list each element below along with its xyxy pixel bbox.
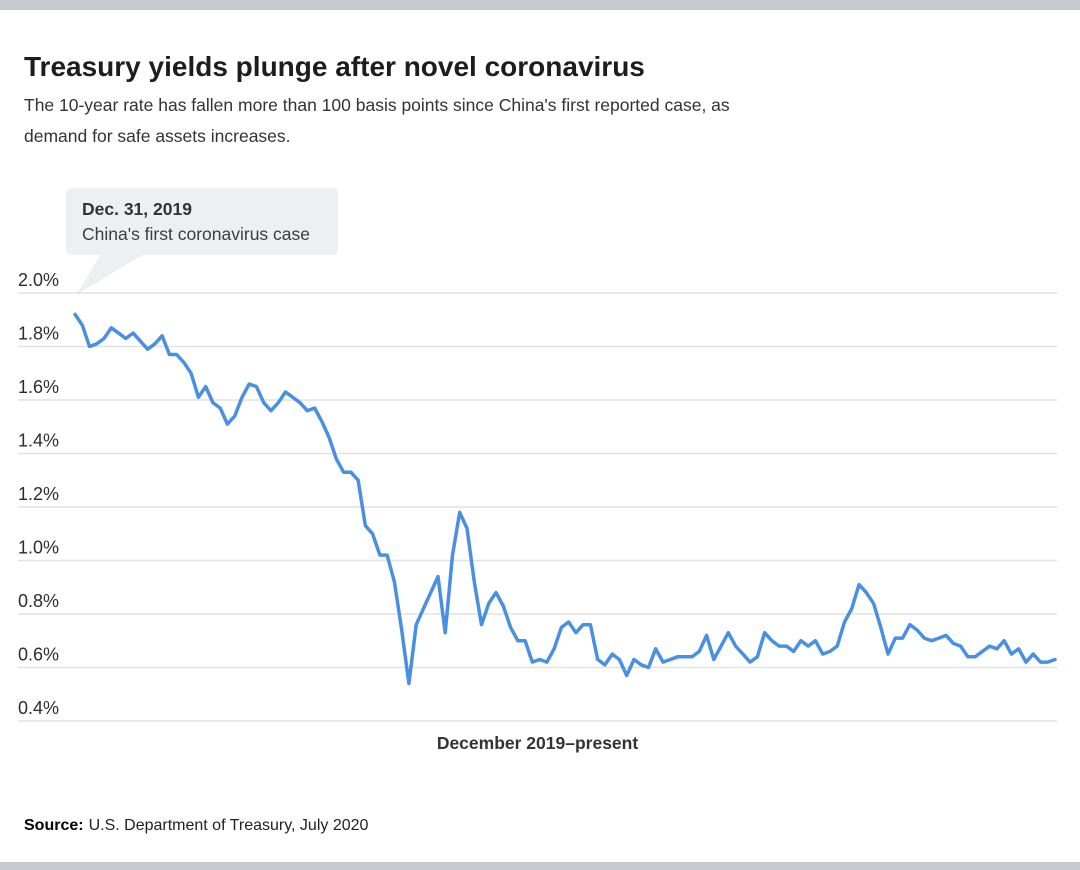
top-frame-bar bbox=[0, 0, 1080, 10]
annotation-text: China's first coronavirus case bbox=[82, 224, 311, 244]
y-tick-label: 1.2% bbox=[18, 484, 59, 504]
annotation-date: Dec. 31, 2019 bbox=[82, 199, 192, 219]
source-text: U.S. Department of Treasury, July 2020 bbox=[88, 817, 369, 834]
yield-line-series bbox=[73, 312, 1057, 686]
page-subtitle: The 10-year rate has fallen more than 10… bbox=[24, 95, 730, 146]
y-tick-label: 1.4% bbox=[18, 431, 59, 451]
y-tick-label: 2.0% bbox=[18, 270, 59, 290]
y-tick-label: 0.8% bbox=[18, 591, 59, 611]
y-tick-label: 0.6% bbox=[18, 645, 59, 665]
source-label: Source: bbox=[24, 817, 84, 834]
source-line: Source: U.S. Department of Treasury, July… bbox=[24, 817, 368, 835]
yield-line-chart: 2.0% 1.8% 1.6% 1.4% 1.2% 1.0% 0.8% 0.6% 0.4% bbox=[18, 270, 1057, 722]
y-tick-label: 0.4% bbox=[18, 698, 59, 718]
annotation-callout: Dec. 31, 2019 China's first coronavirus … bbox=[66, 188, 338, 255]
y-tick-label: 1.0% bbox=[18, 538, 59, 558]
page-title: Treasury yields plunge after novel coron… bbox=[24, 50, 645, 82]
y-tick-label: 1.6% bbox=[18, 377, 59, 397]
x-axis-label: December 2019–present bbox=[436, 733, 639, 753]
y-tick-label: 1.8% bbox=[18, 324, 59, 344]
bottom-frame-bar bbox=[0, 862, 1080, 870]
